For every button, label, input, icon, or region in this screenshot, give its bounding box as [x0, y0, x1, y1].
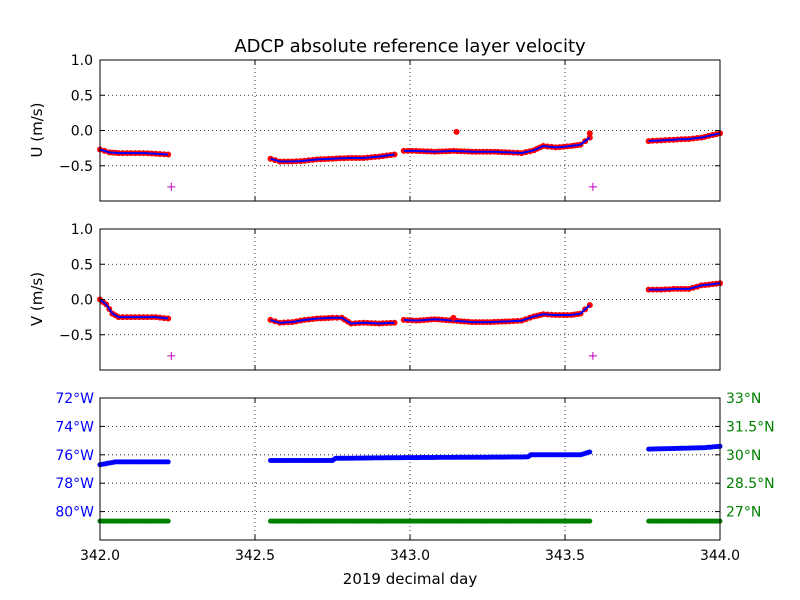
y-tick-label: −0.5 — [59, 159, 93, 175]
outlier-point — [450, 314, 457, 321]
chart-title: ADCP absolute reference layer velocity — [234, 36, 586, 57]
y-tick-label: 0.0 — [71, 124, 93, 140]
x-tick-label: 343.0 — [390, 548, 430, 564]
x-tick-label: 344.0 — [700, 548, 740, 564]
flag-marker — [167, 182, 176, 191]
y-tick-label: 1.0 — [71, 222, 93, 238]
lon-tick-label: 74°W — [55, 419, 94, 435]
smoothed-velocity-line — [270, 316, 395, 325]
outlier-point — [586, 130, 593, 137]
latitude-point — [587, 518, 593, 524]
flag-marker — [588, 182, 597, 191]
x-tick-label: 342.0 — [80, 548, 120, 564]
smoothed-velocity-line — [270, 153, 395, 163]
lon-tick-label: 76°W — [55, 448, 94, 464]
smoothed-velocity-line — [648, 132, 721, 143]
u-velocity-panel: U (m/s) 1.0 0.5 0.0 −0.5 — [28, 53, 723, 202]
lon-tick-label: 80°W — [55, 505, 94, 521]
y-tick-label: 0.5 — [71, 257, 93, 273]
v-ylabel: V (m/s) — [28, 272, 46, 326]
smoothed-velocity-line — [99, 298, 169, 320]
u-ylabel: U (m/s) — [28, 103, 46, 158]
smoothed-velocity-line — [403, 136, 591, 155]
flag-marker — [588, 351, 597, 360]
lat-tick-label: 33°N — [726, 391, 761, 407]
lat-tick-label: 30°N — [726, 448, 761, 464]
x-tick-label: 342.5 — [235, 548, 275, 564]
latitude-point — [165, 518, 171, 524]
y-tick-label: 0.5 — [71, 88, 93, 104]
flag-marker — [167, 351, 176, 360]
position-panel: 2019 decimal day 72°W 74°W 76°W 78°W 80°W 33°… — [55, 391, 774, 588]
x-tick-label: 343.5 — [545, 548, 585, 564]
lon-tick-label: 78°W — [55, 476, 94, 492]
lat-tick-label: 28.5°N — [726, 476, 775, 492]
y-tick-label: 1.0 — [71, 53, 93, 69]
x-axis-label: 2019 decimal day — [343, 570, 478, 588]
outlier-point — [453, 128, 460, 135]
y-tick-label: 0.0 — [71, 293, 93, 309]
v-velocity-panel: V (m/s) 1.0 0.5 0.0 −0.5 — [28, 222, 723, 371]
smoothed-velocity-line — [403, 304, 591, 324]
y-tick-label: −0.5 — [59, 328, 93, 344]
smoothed-velocity-line — [99, 148, 169, 156]
lat-tick-label: 31.5°N — [726, 419, 775, 435]
longitude-point — [165, 459, 171, 465]
lat-tick-label: 27°N — [726, 505, 761, 521]
lon-tick-label: 72°W — [55, 391, 94, 407]
longitude-point — [587, 449, 593, 455]
smoothed-velocity-line — [648, 282, 721, 291]
